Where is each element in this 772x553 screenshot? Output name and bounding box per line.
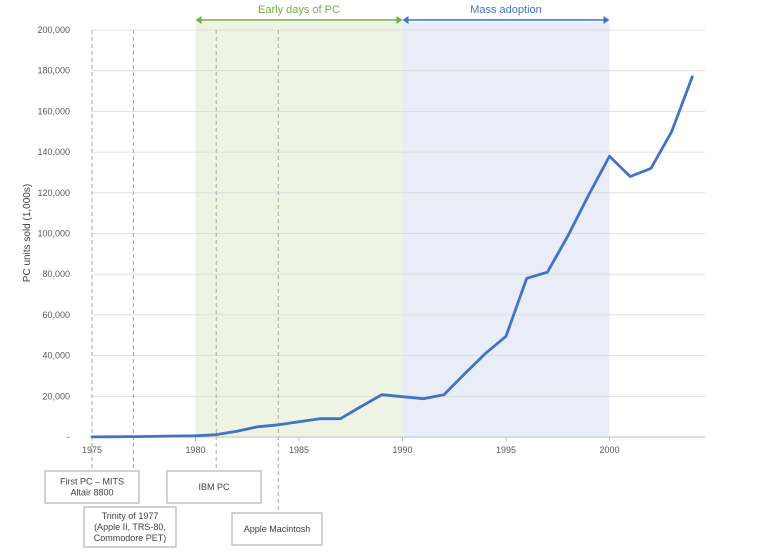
event-label: IBM PC <box>198 482 230 492</box>
period-label: Early days of PC <box>258 4 340 16</box>
y-tick-label: 40,000 <box>42 351 70 361</box>
arrow-head-left <box>195 16 202 24</box>
period-band <box>195 22 403 437</box>
event-lines <box>91 30 279 513</box>
period-band <box>402 22 610 437</box>
y-tick-label: 120,000 <box>37 188 70 198</box>
event-label: Trinity of 1977 <box>102 511 159 521</box>
series-line <box>90 75 694 439</box>
event-label: Altair 8800 <box>70 488 113 498</box>
y-tick-label: 60,000 <box>42 310 70 320</box>
event-label: First PC – MITS <box>60 477 124 487</box>
x-tick-label: 1985 <box>289 445 309 455</box>
event-box <box>83 506 177 548</box>
x-tick-label: 1980 <box>185 445 205 455</box>
period-label: Mass adoption <box>470 4 542 16</box>
period-bands <box>195 22 610 437</box>
arrow-head-left <box>402 16 409 24</box>
y-tick-label: 140,000 <box>37 147 70 157</box>
event-box <box>44 470 140 504</box>
series <box>90 75 694 439</box>
y-tick-label: 100,000 <box>37 229 70 239</box>
y-axis-title: PC units sold (1,000s) <box>22 184 33 282</box>
x-tick-label: 1975 <box>82 445 102 455</box>
x-tick-label: 2000 <box>599 445 619 455</box>
y-tick-label: - <box>67 432 70 442</box>
period-labels: Early days of PC Mass adoption <box>195 4 610 24</box>
y-tick-label: 160,000 <box>37 106 70 116</box>
y-tick-label: 200,000 <box>37 25 70 35</box>
arrow-head-right <box>396 16 403 24</box>
gridlines <box>92 29 705 397</box>
event-label: (Apple II, TRS-80, <box>94 522 166 532</box>
event-box <box>166 470 262 504</box>
arrow-head-right <box>603 16 610 24</box>
y-tick-label: 180,000 <box>37 66 70 76</box>
event-label: Apple Macintosh <box>244 524 311 534</box>
event-box <box>231 512 323 546</box>
y-tick-label: 80,000 <box>42 269 70 279</box>
x-tick-label: 1990 <box>392 445 412 455</box>
y-tick-label: 20,000 <box>42 391 70 401</box>
event-label: Commodore PET) <box>94 533 167 543</box>
x-tick-label: 1995 <box>496 445 516 455</box>
